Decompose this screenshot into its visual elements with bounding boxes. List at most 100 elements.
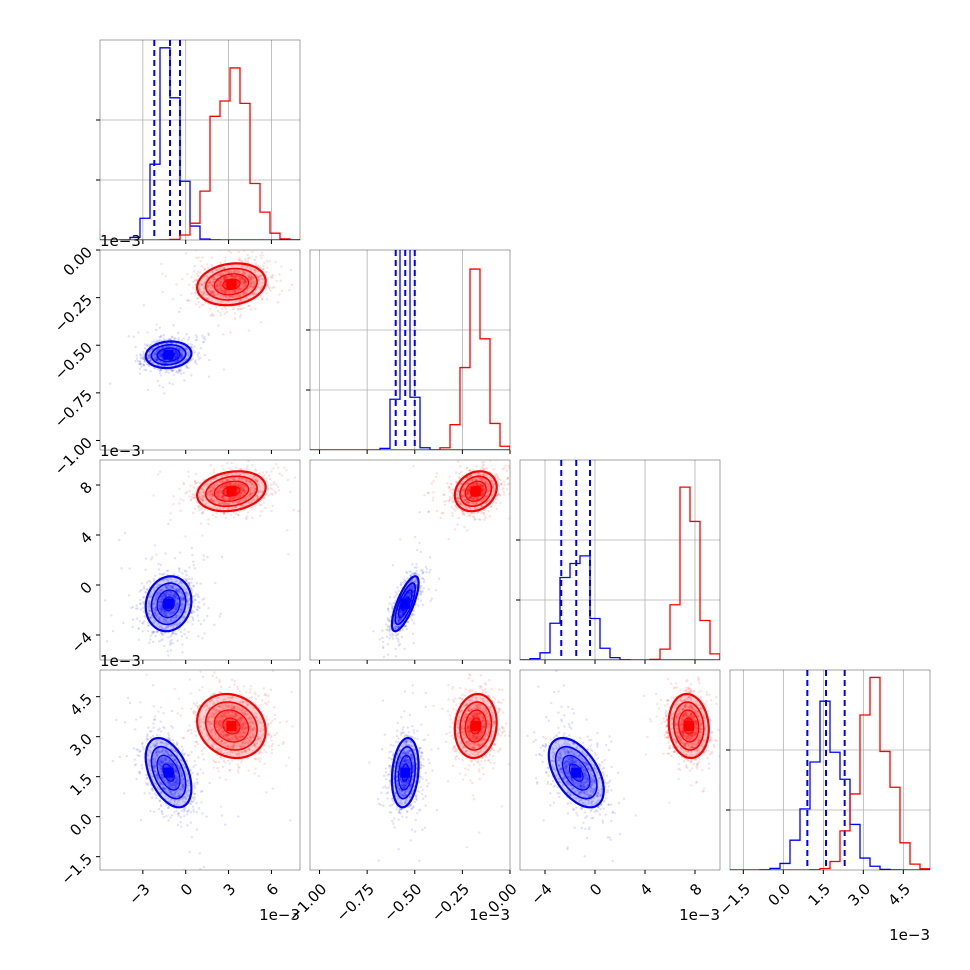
scatter-point (168, 593, 171, 596)
scatter-point (321, 300, 323, 302)
scatter-point (223, 282, 227, 285)
scatter-point (203, 287, 206, 290)
scatter-point (157, 354, 160, 357)
scatter-point (186, 599, 189, 603)
scatter-point (160, 364, 164, 368)
scatter-point (201, 334, 204, 337)
scatter-point (233, 274, 237, 277)
scatter-point (181, 354, 184, 358)
scatter-point (227, 295, 231, 298)
scatter-point (175, 346, 178, 349)
scatter-point (224, 256, 227, 259)
scatter-point (264, 270, 267, 274)
scatter-point (176, 352, 179, 355)
scatter-point (239, 276, 242, 279)
scatter-point (175, 607, 179, 610)
scatter-point (218, 289, 222, 293)
scatter-point (197, 358, 200, 361)
scatter-point (236, 288, 240, 291)
scatter-point (223, 277, 226, 281)
scatter-point (142, 364, 146, 367)
scatter-point (157, 352, 161, 356)
scatter-point (237, 513, 240, 516)
scatter-point (141, 354, 144, 358)
scatter-point (239, 278, 242, 282)
scatter-point (259, 295, 263, 298)
scatter-point (181, 618, 184, 622)
scatter-point (159, 606, 163, 609)
scatter-point (179, 594, 183, 597)
scatter-point (219, 272, 223, 275)
scatter-point (234, 269, 238, 273)
scatter-point (250, 276, 253, 279)
scatter-point (243, 280, 247, 283)
scatter-point (157, 603, 160, 606)
scatter-point (215, 284, 218, 287)
scatter-point (251, 250, 254, 254)
scatter-point (185, 597, 189, 600)
scatter-point (141, 622, 145, 625)
scatter-point (157, 339, 160, 343)
scatter-point (160, 633, 164, 636)
scatter-point (186, 490, 189, 494)
scatter-point (160, 595, 163, 598)
scatter-point (272, 286, 276, 289)
scatter-point (238, 277, 241, 281)
scatter-point (137, 638, 141, 641)
scatter-point (184, 252, 188, 255)
scatter-point (161, 290, 164, 294)
scatter-point (185, 365, 189, 369)
scatter-point (248, 274, 251, 277)
scatter-point (171, 632, 175, 635)
scatter-point (237, 294, 240, 297)
scatter-point (381, 636, 384, 640)
scatter-point (155, 344, 159, 348)
scatter-point (267, 474, 271, 477)
scatter-point (165, 614, 169, 617)
scatter-point (179, 608, 183, 612)
scatter-point (206, 555, 209, 559)
scatter-point (229, 269, 233, 273)
scatter-point (205, 297, 209, 300)
scatter-point (182, 481, 185, 485)
scatter-point (163, 361, 166, 365)
scatter-point (158, 600, 161, 603)
scatter-point (138, 362, 141, 366)
scatter-point (160, 352, 164, 355)
scatter-point (177, 353, 180, 356)
scatter-point (199, 623, 203, 626)
scatter-point (237, 287, 241, 290)
scatter-point (240, 259, 244, 263)
scatter-point (163, 572, 166, 575)
scatter-point (180, 357, 183, 360)
scatter-point (154, 598, 157, 601)
scatter-point (197, 595, 200, 599)
scatter-point (251, 463, 254, 467)
scatter-point (213, 623, 216, 627)
scatter-point (226, 461, 229, 465)
scatter-point (158, 352, 161, 356)
scatter-point (223, 284, 227, 287)
scatter-point (193, 507, 196, 511)
scatter-point (287, 552, 290, 556)
scatter-point (217, 279, 220, 283)
scatter-point (147, 599, 151, 603)
scatter-point (176, 359, 180, 362)
scatter-point (169, 624, 172, 628)
scatter-point (225, 276, 228, 279)
scatter-point (285, 469, 288, 472)
scatter-point (159, 374, 163, 377)
scatter-point (176, 639, 179, 642)
scatter-point (206, 284, 209, 288)
scatter-point (238, 277, 241, 281)
scatter-point (160, 610, 163, 614)
scatter-point (159, 611, 163, 614)
scatter-point (175, 355, 178, 358)
scatter-point (181, 581, 184, 585)
scatter-point (410, 618, 414, 622)
scatter-point (186, 351, 190, 354)
scatter-point (245, 266, 248, 269)
scatter-point (222, 468, 225, 471)
scatter-point (155, 351, 158, 354)
scatter-point (157, 603, 160, 607)
